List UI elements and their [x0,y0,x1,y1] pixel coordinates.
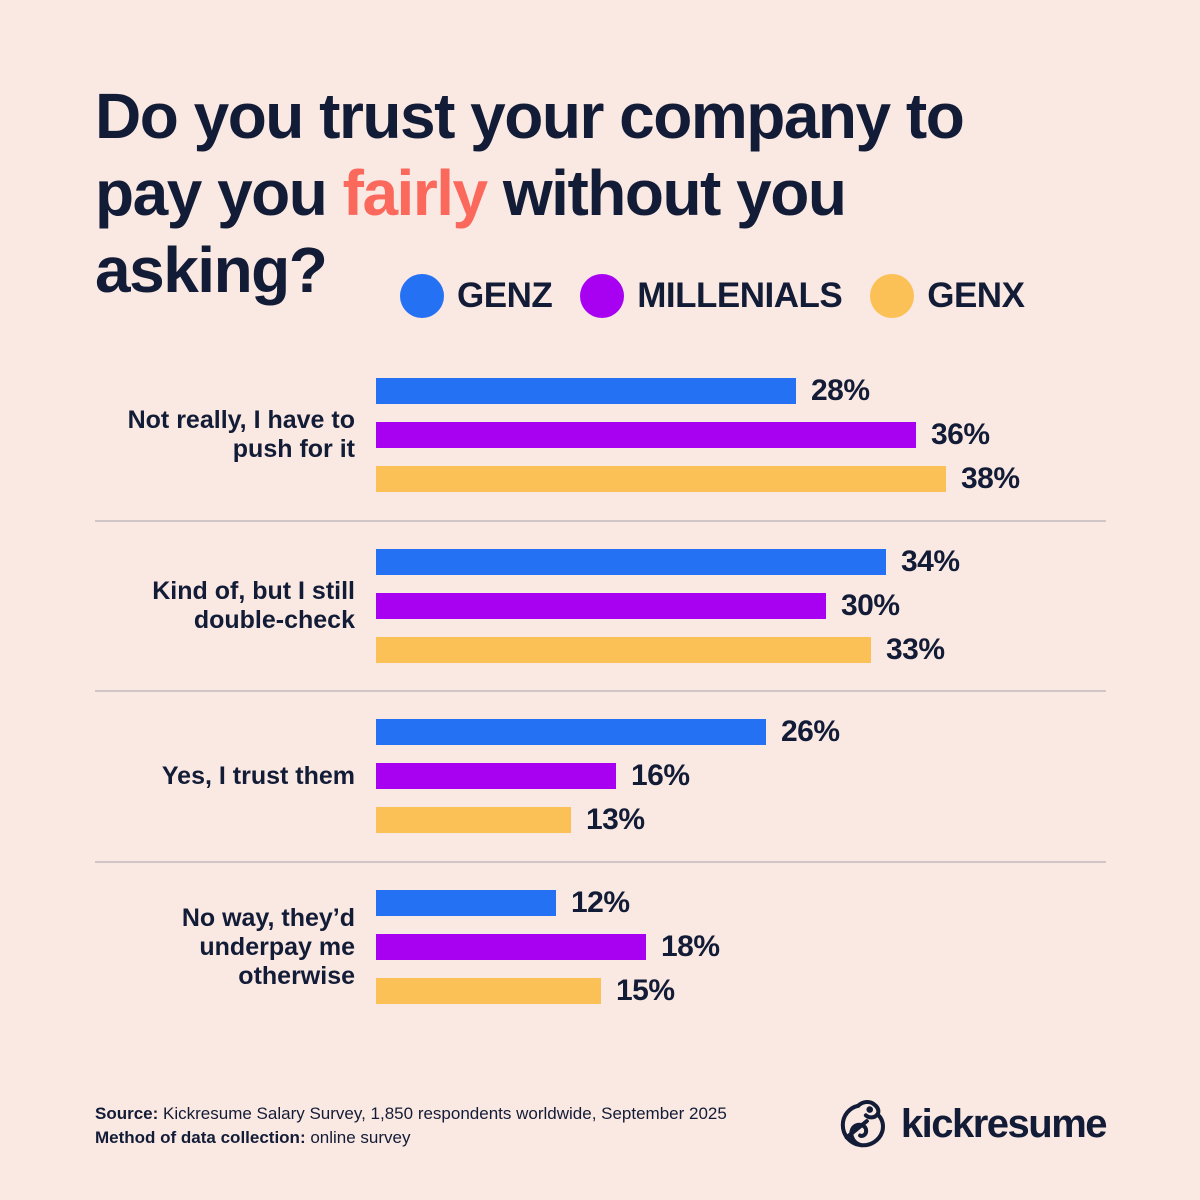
chameleon-icon [840,1099,885,1148]
millenials-bar [376,934,646,960]
legend-label-genz: GENZ [457,276,553,315]
millenials-bar [376,593,826,619]
genx-bar [376,978,601,1004]
title-line2-post: without you [486,157,847,229]
bar-row-genz: 12% [376,886,1105,919]
bar-row-millenials: 30% [376,589,1105,622]
bar-row-genz: 26% [376,715,1105,748]
genx-bar [376,466,946,492]
bar-row-genx: 33% [376,633,1105,666]
value-label: 34% [901,545,960,578]
category-label: Kind of, but I still double-check [152,577,355,634]
chart-group-kind-of: Kind of, but I still double-check 34% 30… [95,545,1105,666]
genx-bar [376,637,871,663]
legend-item-genx: GENX [870,274,1025,318]
category-label: Yes, I trust them [161,761,355,790]
chart-group-yes-trust: Yes, I trust them 26% 16% 13% [95,715,1105,836]
title-highlight: fairly [342,157,488,229]
source-label: Source: [95,1104,159,1123]
title-line2-pre: pay you [95,157,343,229]
legend-label-genx: GENX [927,276,1025,315]
bar-row-millenials: 18% [376,930,1105,963]
divider [95,861,1106,863]
bar-row-genx: 15% [376,974,1105,1007]
genz-bar [376,890,556,916]
genx-color-dot-icon [870,274,915,318]
legend-item-millenials: MILLENIALS [580,274,843,318]
value-label: 28% [811,374,870,407]
bar-row-millenials: 16% [376,759,1105,792]
value-label: 36% [931,418,990,451]
divider [95,690,1106,692]
bar-row-genx: 13% [376,803,1105,836]
logo-wordmark: kickresume [900,1101,1108,1146]
method-line: Method of data collection: online survey [95,1128,411,1147]
value-label: 18% [661,930,720,963]
bar-block: 34% 30% 33% [376,545,1105,666]
chameleon-eye [866,1106,873,1113]
genz-bar [376,549,886,575]
divider [95,520,1106,522]
millenials-color-dot-icon [580,274,625,318]
chart-legend: GENZ MILLENIALS GENX [400,271,1025,321]
bar-row-genz: 34% [376,545,1105,578]
genz-bar [376,378,796,404]
value-label: 38% [961,462,1020,495]
legend-item-genz: GENZ [400,274,553,318]
source-note: Source: Kickresume Salary Survey, 1,850 … [95,1102,727,1150]
genx-bar [376,807,571,833]
value-label: 26% [781,715,840,748]
category-label: No way, they’d underpay me otherwise [181,903,355,990]
bar-block: 12% 18% 15% [376,886,1105,1007]
genz-color-dot-icon [400,274,444,318]
bar-block: 28% 36% 38% [376,374,1105,495]
title-line3: asking? [95,234,328,306]
method-label: Method of data collection: [95,1128,306,1147]
source-line: Source: Kickresume Salary Survey, 1,850 … [95,1104,727,1123]
legend-label-millenials: MILLENIALS [637,276,843,315]
millenials-bar [376,422,916,448]
bar-row-genx: 38% [376,462,1105,495]
category-label: Not really, I have to push for it [127,406,355,463]
chart-group-not-really: Not really, I have to push for it 28% 36… [95,374,1105,495]
value-label: 13% [586,803,645,836]
bar-row-millenials: 36% [376,418,1105,451]
value-label: 12% [571,886,630,919]
bar-block: 26% 16% 13% [376,715,1105,836]
value-label: 16% [631,759,690,792]
kickresume-logo: kickresume [838,1098,1108,1150]
millenials-bar [376,763,616,789]
value-label: 33% [886,633,945,666]
genz-bar [376,719,766,745]
chart-group-no-way: No way, they’d underpay me otherwise 12%… [95,886,1105,1007]
title-line1: Do you trust your company to [95,80,965,152]
bar-row-genz: 28% [376,374,1105,407]
value-label: 15% [616,974,675,1007]
value-label: 30% [841,589,900,622]
page-title: Do you trust your company to pay you fai… [95,78,1105,309]
